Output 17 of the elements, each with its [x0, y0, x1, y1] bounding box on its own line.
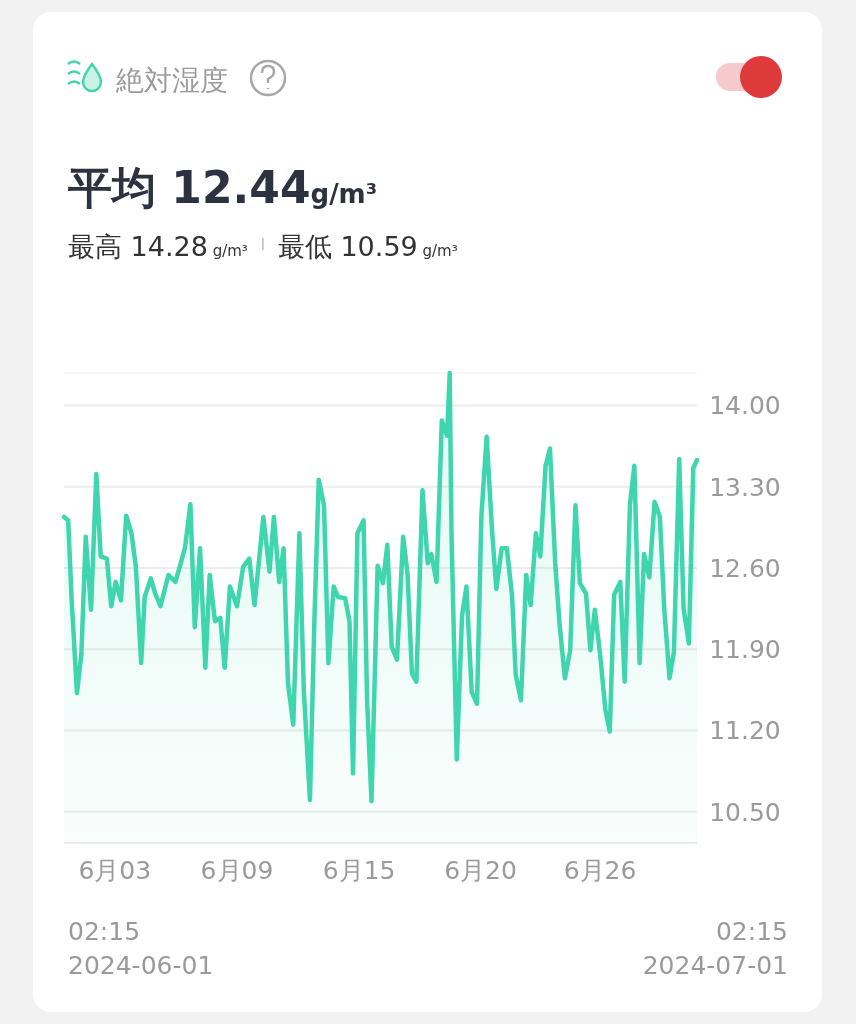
y-tick-label: 14.00	[709, 391, 781, 421]
chart-title: 絶対湿度	[115, 64, 228, 97]
y-tick-label: 13.30	[709, 472, 781, 502]
y-tick-label: 11.90	[709, 635, 781, 665]
text: 02:15 2024-06-01	[68, 917, 214, 980]
text: 02:15 2024-07-01	[642, 917, 788, 980]
y-tick-label: 12.60	[709, 553, 781, 583]
x-tick-label: 6月20	[444, 856, 517, 885]
y-tick-label: 10.50	[709, 797, 781, 827]
text: 最高 14.28 g/m³	[68, 231, 248, 262]
x-tick-label: 6月26	[563, 856, 637, 885]
x-tick-label: 6月03	[78, 856, 152, 885]
x-tick-label: 6月09	[200, 856, 274, 885]
y-tick-label: 11.20	[709, 716, 781, 746]
chart-subtitle: 平均 12.44g/m³	[68, 162, 378, 213]
text: 最低 10.59 g/m³	[277, 231, 458, 262]
x-tick-label: 6月15	[322, 856, 396, 885]
